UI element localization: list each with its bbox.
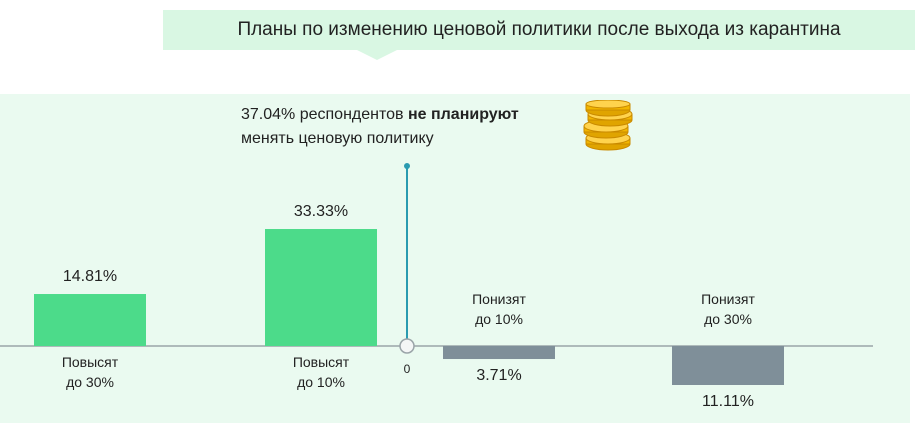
bar-1 bbox=[34, 294, 146, 346]
unchanged-callout: 37.04% респондентов не планируют менять … bbox=[241, 103, 571, 151]
category-label-3-1: Понизят bbox=[472, 291, 526, 307]
category-label-4-1: Понизят bbox=[701, 291, 755, 307]
callout-bold: не планируют bbox=[407, 106, 519, 123]
category-label-1-2: до 30% bbox=[66, 374, 114, 390]
category-label-4-2: до 30% bbox=[704, 311, 752, 327]
value-label-4: 11.11% bbox=[702, 393, 754, 410]
category-label-3-2: до 10% bbox=[475, 311, 523, 327]
value-label-1: 14.81% bbox=[63, 268, 117, 285]
callout-line2: менять ценовую политику bbox=[241, 130, 434, 147]
value-label-2: 33.33% bbox=[294, 203, 348, 220]
banner-pointer bbox=[357, 50, 397, 60]
chart-title: Планы по изменению ценовой политики посл… bbox=[237, 19, 841, 40]
zero-marker bbox=[399, 338, 415, 354]
unchanged-pin-head bbox=[404, 163, 410, 169]
coin-stack-icon bbox=[583, 100, 633, 151]
category-label-2-2: до 10% bbox=[297, 374, 345, 390]
category-label-2-1: Повысят bbox=[293, 354, 350, 370]
category-label-1-1: Повысят bbox=[62, 354, 119, 370]
callout-text: респондентов bbox=[295, 106, 408, 123]
bar-4 bbox=[672, 346, 784, 385]
zero-label: 0 bbox=[404, 362, 411, 376]
value-label-3: 3.71% bbox=[476, 367, 521, 384]
title-banner: Планы по изменению ценовой политики посл… bbox=[163, 10, 915, 50]
bar-3 bbox=[443, 346, 555, 360]
callout-value: 37.04% bbox=[241, 106, 296, 123]
bar-2 bbox=[265, 229, 377, 346]
